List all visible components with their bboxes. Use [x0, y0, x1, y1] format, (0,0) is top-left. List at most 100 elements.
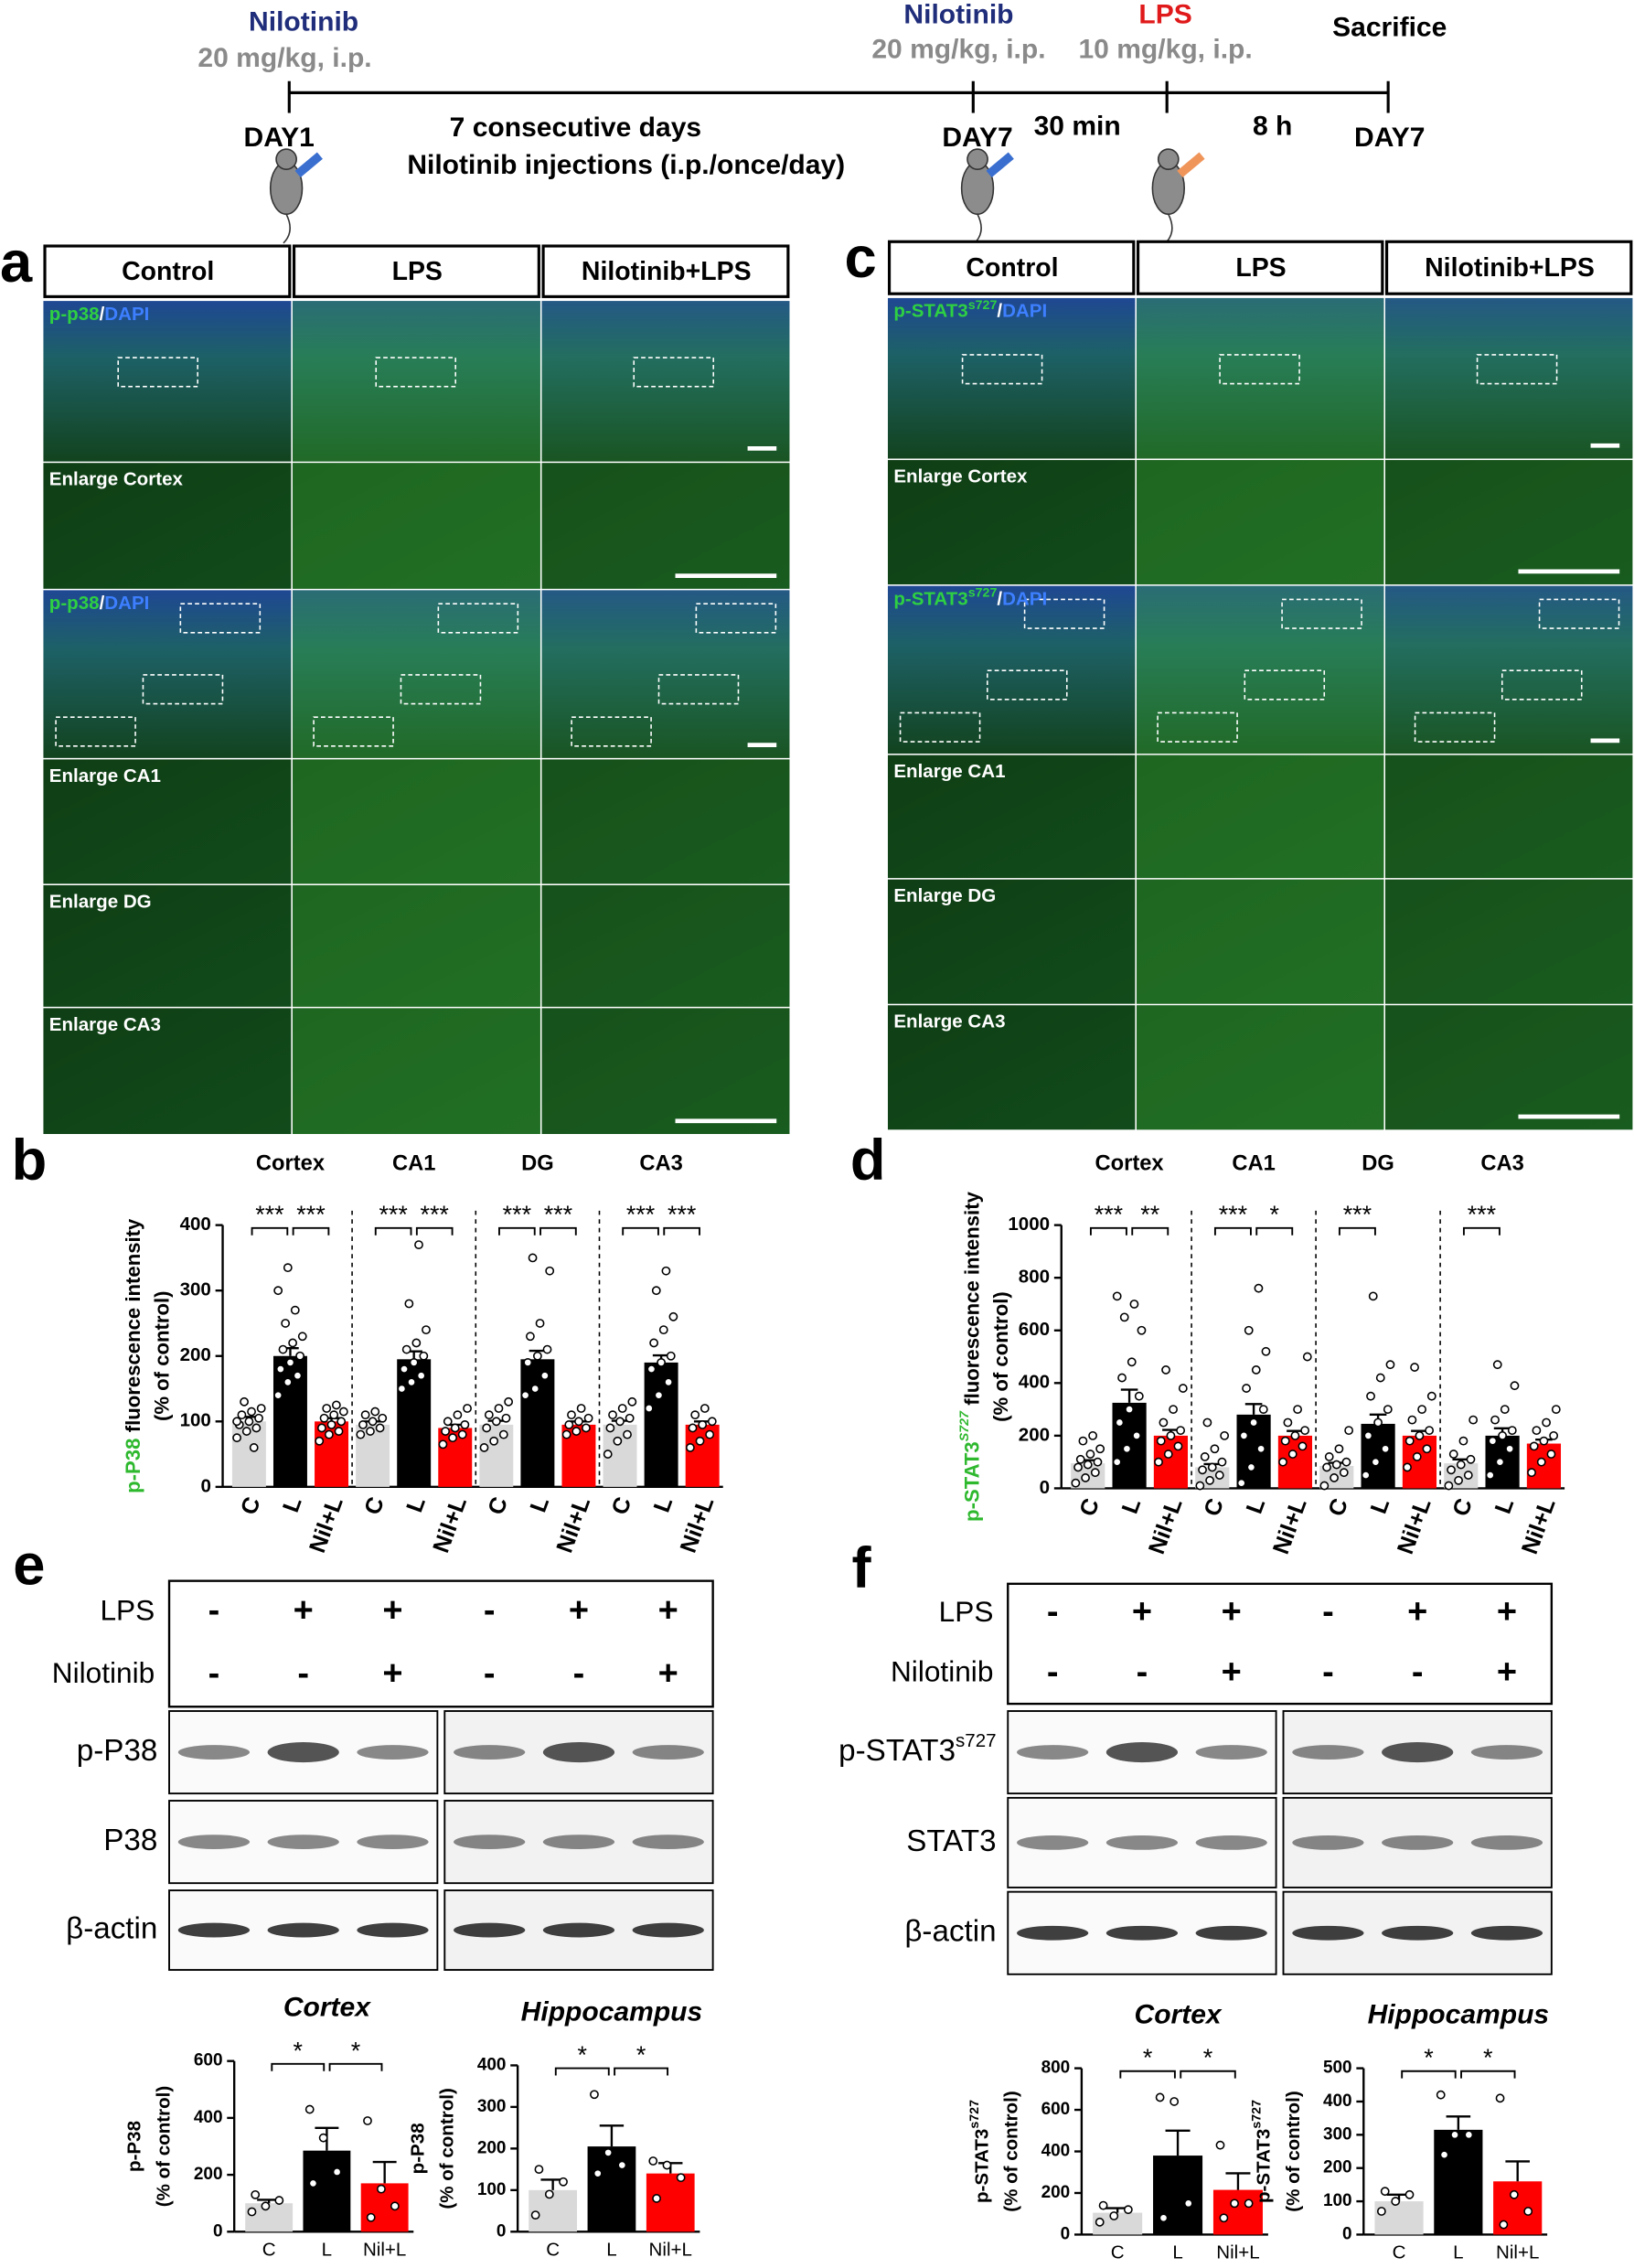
panel-letter: c — [845, 226, 877, 290]
y-tick-label: 0 — [497, 2221, 507, 2241]
data-point — [1109, 2211, 1119, 2220]
blot-band — [542, 1741, 615, 1763]
treatment-sign: - — [1047, 1593, 1059, 1631]
data-point — [281, 1319, 291, 1328]
data-point — [254, 1413, 263, 1423]
micrograph-signal — [292, 1008, 540, 1134]
significance-bracket — [663, 1226, 700, 1236]
blot-band — [267, 1835, 339, 1850]
data-point — [1287, 1450, 1298, 1459]
y-tick-label: 0 — [1040, 1477, 1050, 1498]
y-label-superscript: S727 — [957, 1410, 972, 1441]
data-point — [377, 2184, 386, 2194]
data-point — [1344, 1426, 1354, 1436]
data-point — [491, 1417, 501, 1427]
data-point — [539, 1371, 550, 1381]
data-point — [275, 1364, 285, 1374]
data-point — [1258, 1405, 1268, 1415]
data-point — [378, 1413, 388, 1423]
data-point — [1499, 2220, 1509, 2230]
roi-box — [117, 357, 198, 388]
data-point — [1198, 1465, 1207, 1475]
group-label: Cortex — [1095, 1151, 1165, 1175]
group-label: CA1 — [392, 1151, 435, 1175]
data-point — [1173, 1441, 1183, 1451]
data-point — [698, 1419, 708, 1429]
blot-band — [1470, 1745, 1543, 1760]
data-point — [1210, 1444, 1220, 1454]
significance-label: * — [1424, 2044, 1434, 2071]
x-tick-label: C — [1393, 2241, 1406, 2263]
micrograph-signal — [887, 879, 1136, 1004]
data-point — [251, 1423, 262, 1433]
data-point — [530, 2210, 540, 2220]
data-point — [443, 1417, 453, 1427]
data-point — [484, 1410, 494, 1420]
data-point — [329, 1410, 339, 1420]
data-point — [273, 1286, 283, 1296]
y-label: p-STAT3s727 — [967, 2100, 993, 2203]
blot-band — [1382, 1925, 1454, 1941]
data-point — [1410, 1363, 1419, 1372]
drug: LPS — [1138, 0, 1191, 30]
y-label: p-STAT3S727 fluorescence intensity — [957, 1191, 984, 1522]
significance-bracket — [554, 2067, 610, 2076]
y-label-text: fluorescence intensity — [122, 1218, 144, 1432]
data-point — [567, 1410, 576, 1420]
data-point — [1417, 1405, 1427, 1415]
data-point — [1412, 1452, 1422, 1461]
data-point — [288, 1338, 298, 1348]
x-tick-label: C — [607, 1493, 637, 1518]
roi-box — [1219, 354, 1300, 385]
blot-band — [357, 1835, 429, 1850]
micrograph-signal — [1384, 879, 1633, 1004]
data-point — [326, 1419, 336, 1429]
blot-label: p-P38 — [77, 1734, 158, 1768]
roi-box — [179, 603, 262, 634]
data-point — [707, 1417, 717, 1427]
data-point — [273, 1390, 283, 1400]
treatment-sign: + — [1222, 1653, 1242, 1691]
significance-bracket — [328, 2062, 383, 2071]
data-point — [1200, 1452, 1210, 1461]
stain-label: p-STAT3s727/DAPI — [893, 585, 1047, 610]
significance-label: *** — [1343, 1201, 1372, 1228]
data-point — [1546, 1450, 1556, 1459]
data-point — [1498, 1430, 1507, 1440]
data-point — [316, 1423, 326, 1433]
data-point — [1454, 1475, 1463, 1485]
error-bar — [1505, 2160, 1530, 2182]
data-point — [1536, 1457, 1546, 1467]
x-tick-label: L — [1453, 2241, 1463, 2263]
micrograph-signal — [43, 1008, 292, 1134]
data-point — [285, 1358, 295, 1367]
y-label: p-STAT3s727 — [1249, 2100, 1275, 2203]
y-tick-label: 200 — [194, 2165, 223, 2184]
data-point — [1366, 1391, 1375, 1401]
data-point — [1341, 1457, 1351, 1467]
data-point — [662, 2160, 672, 2170]
data-point — [304, 2104, 315, 2114]
micrograph-signal — [1384, 297, 1633, 459]
x-tick-label: C — [484, 1493, 514, 1518]
data-point — [523, 1358, 533, 1367]
data-point — [1083, 1460, 1093, 1470]
data-point — [249, 1443, 259, 1452]
bar — [272, 1355, 307, 1487]
data-point — [366, 1427, 375, 1436]
x-tick-label: Nil+L — [363, 2239, 406, 2260]
roi-box — [55, 716, 136, 747]
data-point — [1404, 1436, 1415, 1446]
data-point — [1331, 1460, 1341, 1470]
data-point — [438, 1439, 448, 1450]
data-point — [375, 1423, 385, 1433]
data-point — [390, 2201, 400, 2211]
data-point — [1220, 1430, 1230, 1440]
data-point — [1283, 1418, 1293, 1428]
data-point — [308, 2178, 318, 2188]
data-point — [1256, 1444, 1266, 1454]
data-point — [240, 1396, 249, 1407]
data-point — [460, 1419, 470, 1429]
data-point — [1215, 2140, 1225, 2150]
significance-bracket — [1131, 1226, 1169, 1236]
